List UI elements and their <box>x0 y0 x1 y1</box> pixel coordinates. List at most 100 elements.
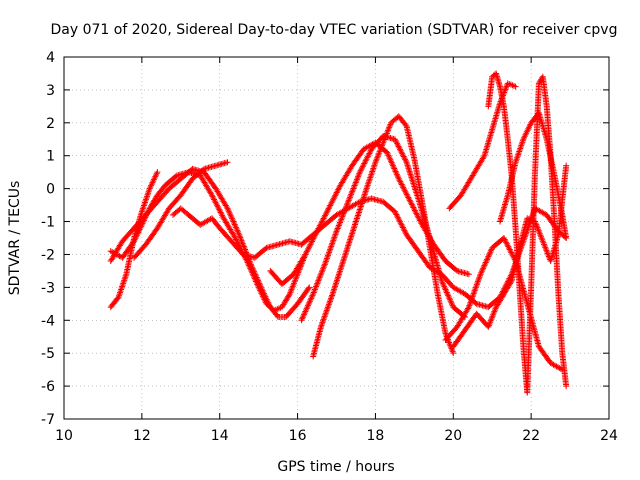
data-point <box>398 221 405 228</box>
data-point <box>386 153 393 160</box>
data-point <box>323 307 330 314</box>
data-point <box>480 263 487 270</box>
data-point <box>251 270 258 277</box>
data-point <box>311 234 318 241</box>
data-point <box>254 275 261 282</box>
data-point <box>394 172 401 179</box>
data-point <box>483 258 490 265</box>
data-point <box>313 282 320 289</box>
data-point <box>318 219 325 226</box>
data-point <box>225 208 232 215</box>
data-point <box>482 259 489 266</box>
data-point <box>258 284 265 291</box>
data-point <box>366 177 373 184</box>
data-point <box>325 302 332 309</box>
data-point <box>327 201 334 208</box>
data-point <box>447 298 454 305</box>
data-point <box>513 156 520 163</box>
data-point <box>348 191 355 198</box>
data-point <box>482 260 489 267</box>
data-point <box>327 246 334 253</box>
data-point <box>386 155 393 162</box>
data-point <box>369 166 376 173</box>
data-point <box>328 293 335 300</box>
data-point <box>395 175 402 182</box>
data-point <box>368 171 375 178</box>
data-point <box>325 252 332 259</box>
data-point <box>150 178 157 185</box>
data-point <box>237 234 244 241</box>
data-point <box>391 165 398 172</box>
data-point <box>249 265 256 272</box>
series-track-12 <box>450 162 570 350</box>
data-point <box>333 228 340 235</box>
series-track-9 <box>442 235 566 373</box>
data-point <box>148 181 155 188</box>
data-point <box>318 320 325 327</box>
data-point <box>466 302 473 309</box>
data-point <box>395 215 402 222</box>
data-point <box>339 212 346 219</box>
data-point <box>474 278 481 285</box>
x-tick-label: 24 <box>600 428 618 444</box>
data-point <box>320 316 327 323</box>
data-point <box>393 169 400 176</box>
data-point <box>316 222 323 229</box>
data-point <box>319 218 326 225</box>
data-point <box>346 194 353 201</box>
data-point <box>318 270 325 277</box>
data-point <box>262 245 269 252</box>
data-point <box>399 224 406 231</box>
y-tick-label: 2 <box>46 116 55 132</box>
data-point <box>310 235 317 242</box>
data-point <box>414 211 421 218</box>
data-point <box>211 196 218 203</box>
data-point <box>239 240 246 247</box>
data-point <box>512 83 519 90</box>
data-point <box>313 229 320 236</box>
x-tick-label: 18 <box>367 428 385 444</box>
data-point <box>484 256 491 263</box>
data-point <box>122 272 129 279</box>
data-point <box>481 262 488 269</box>
data-point <box>259 287 266 294</box>
data-point <box>315 277 322 284</box>
data-point <box>227 212 234 219</box>
data-point <box>253 274 260 281</box>
data-point <box>384 149 391 156</box>
data-point <box>306 242 313 249</box>
data-point <box>416 217 423 224</box>
data-point <box>260 289 267 296</box>
data-point <box>472 286 479 293</box>
data-point <box>254 277 261 284</box>
x-tick-label: 12 <box>133 428 151 444</box>
data-point <box>307 296 314 303</box>
data-point <box>305 245 312 252</box>
data-point <box>472 299 479 306</box>
data-point <box>487 247 494 254</box>
data-point <box>214 203 221 210</box>
data-point <box>325 250 332 257</box>
y-tick-label: -5 <box>41 346 55 362</box>
data-point <box>341 209 348 216</box>
data-point <box>388 159 395 166</box>
data-point <box>314 228 321 235</box>
data-point <box>263 295 270 302</box>
data-point <box>487 249 494 256</box>
data-point <box>299 314 306 321</box>
data-point <box>469 295 476 302</box>
data-point <box>329 240 336 247</box>
data-point <box>309 237 316 244</box>
data-point <box>312 231 319 238</box>
data-point <box>320 317 327 324</box>
data-point <box>144 193 151 200</box>
data-point <box>314 280 321 287</box>
data-point <box>144 191 151 198</box>
data-point <box>256 280 263 287</box>
data-point <box>476 274 483 281</box>
data-point <box>470 290 477 297</box>
data-point <box>318 268 325 275</box>
data-point <box>503 239 510 246</box>
data-point <box>414 213 421 220</box>
data-point <box>412 208 419 215</box>
